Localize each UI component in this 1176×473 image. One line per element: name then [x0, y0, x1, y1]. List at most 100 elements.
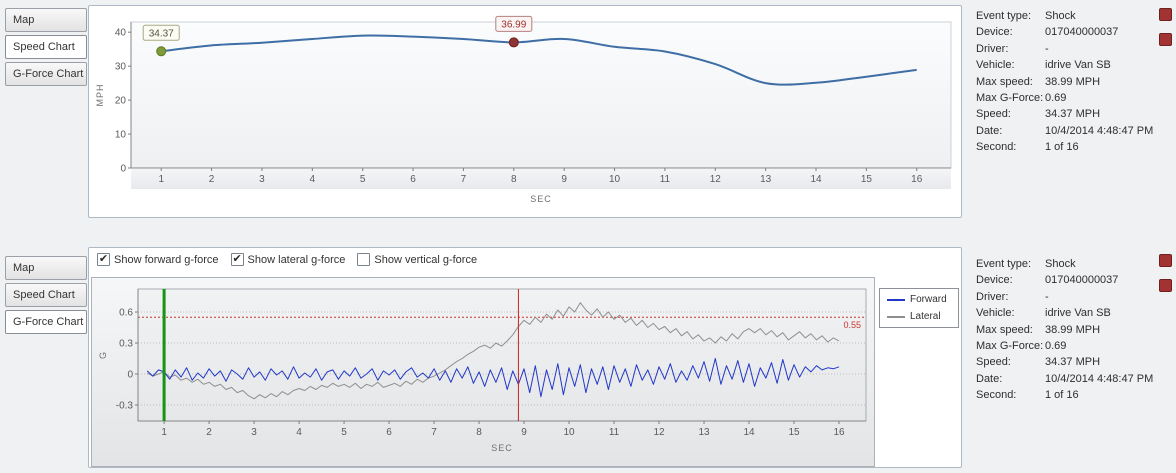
x-tick-label: 2: [206, 427, 212, 438]
legend-line-swatch: [887, 298, 905, 301]
y-tick-label: 0: [120, 164, 126, 175]
detail-row: Vehicle: idrive Van SB: [976, 305, 1160, 321]
series-lateral: [146, 302, 840, 400]
x-tick-label: 7: [431, 427, 437, 438]
y-tick-label: 0.6: [119, 308, 133, 319]
event-details-top: Event type: Shock Device: 017040000037 Drive…: [976, 8, 1160, 156]
detail-label: Vehicle:: [976, 307, 1015, 320]
gforce-chart-container: Show forward g-force Show lateral g-force…: [88, 247, 962, 468]
chart-legend: Forward Lateral: [879, 288, 959, 328]
y-axis-title: G: [98, 351, 108, 359]
plot-area: [130, 21, 952, 169]
x-tick-label: 7: [461, 174, 467, 185]
start-marker[interactable]: [156, 46, 167, 57]
x-tick-label: 11: [660, 174, 671, 185]
event-details-bottom: Event type: Shock Device: 017040000037 Drive…: [976, 256, 1160, 404]
detail-value: 34.37 MPH: [1045, 356, 1101, 369]
tab-map[interactable]: Map: [5, 256, 87, 280]
x-axis-title: SEC: [530, 194, 552, 204]
x-tick-label: 5: [341, 427, 347, 438]
x-tick-label: 14: [810, 174, 822, 185]
detail-row: Event type: Shock: [976, 8, 1160, 24]
x-tick-label: 1: [158, 174, 164, 185]
detail-label: Speed:: [976, 108, 1011, 121]
x-tick-label: 4: [310, 174, 316, 185]
event-indicator-icon[interactable]: [1159, 254, 1172, 267]
detail-row: Max speed: 38.99 MPH: [976, 74, 1160, 90]
x-tick-label: 9: [521, 427, 527, 438]
checkbox-label: Show lateral g-force: [247, 253, 346, 266]
gforce-chart-svg[interactable]: 0.55-0.300.30.61 2 3 4 5 6 7 8 9 10 11 12 13 14 15 16SE…: [91, 277, 875, 467]
shock-event-marker[interactable]: [508, 37, 519, 48]
detail-row: Vehicle: idrive Van SB: [976, 57, 1160, 73]
checkbox-show-forward-g-force[interactable]: Show forward g-force: [97, 253, 219, 266]
y-tick-label: 0.3: [119, 339, 133, 350]
x-tick-label: 13: [698, 427, 710, 438]
detail-value: -: [1045, 290, 1049, 303]
x-tick-label: 3: [259, 174, 265, 185]
detail-label: Date:: [976, 372, 1003, 385]
checkbox-show-vertical-g-force[interactable]: Show vertical g-force: [357, 253, 477, 266]
detail-label: Driver:: [976, 290, 1009, 303]
checkbox-box[interactable]: [357, 253, 371, 266]
gforce-display-options: Show forward g-force Show lateral g-force…: [97, 253, 477, 266]
x-tick-label: 6: [386, 427, 392, 438]
x-axis-strip: [131, 169, 951, 189]
tab-speed-chart[interactable]: Speed Chart: [5, 35, 87, 59]
detail-value: idrive Van SB: [1045, 307, 1111, 320]
x-tick-label: 12: [653, 427, 665, 438]
detail-label: Speed:: [976, 356, 1011, 369]
detail-value: 38.99 MPH: [1045, 323, 1101, 336]
detail-label: Event type:: [976, 258, 1032, 270]
x-tick-label: 6: [410, 174, 416, 185]
x-tick-label: 9: [561, 174, 567, 185]
marker-label: 36.99: [501, 19, 526, 30]
detail-label: Max speed:: [976, 75, 1033, 88]
plot-area: [137, 288, 867, 422]
detail-value: 017040000037: [1045, 26, 1119, 39]
legend-line-swatch: [887, 315, 905, 318]
detail-value: 10/4/2014 4:48:47 PM: [1045, 124, 1154, 137]
checkbox-label: Show vertical g-force: [374, 253, 478, 266]
y-tick-label: 30: [115, 62, 127, 73]
detail-row: Device: 017040000037: [976, 24, 1160, 40]
detail-value: 1 of 16: [1045, 389, 1079, 402]
x-tick-label: 15: [861, 174, 873, 185]
detail-row: Second: 1 of 16: [976, 387, 1160, 403]
detail-value: idrive Van SB: [1045, 59, 1111, 72]
marker-label-box: [142, 24, 180, 41]
x-tick-label: 8: [476, 427, 482, 438]
detail-value: Shock: [1045, 10, 1076, 22]
detail-value: 017040000037: [1045, 274, 1119, 287]
event-indicator-icon[interactable]: [1159, 279, 1172, 292]
detail-row: Driver: -: [976, 41, 1160, 57]
y-tick-label: 40: [115, 28, 127, 39]
detail-label: Driver:: [976, 42, 1009, 55]
detail-row: Speed: 34.37 MPH: [976, 354, 1160, 370]
checkbox-show-lateral-g-force[interactable]: Show lateral g-force: [230, 253, 346, 266]
threshold-label: 0.55: [843, 320, 861, 330]
tab-map[interactable]: Map: [5, 8, 87, 32]
legend-item: Forward: [887, 294, 951, 305]
event-indicator-icon[interactable]: [1159, 33, 1172, 46]
legend-label: Lateral: [910, 311, 941, 322]
series-forward: [146, 358, 840, 398]
y-tick-label: 0: [127, 370, 133, 381]
detail-row: Speed: 34.37 MPH: [976, 106, 1160, 122]
y-tick-label: 10: [115, 130, 127, 141]
tab-g-force-chart[interactable]: G-Force Chart: [5, 62, 87, 86]
tab-speed-chart[interactable]: Speed Chart: [5, 283, 87, 307]
detail-row: Driver: -: [976, 289, 1160, 305]
checkbox-box[interactable]: [97, 253, 110, 266]
x-tick-label: 14: [743, 427, 755, 438]
x-tick-label: 16: [911, 174, 923, 185]
y-axis-title: MPH: [95, 84, 105, 107]
tab-g-force-chart[interactable]: G-Force Chart: [5, 310, 87, 334]
detail-value: Shock: [1045, 258, 1076, 270]
event-indicator-icon[interactable]: [1159, 8, 1172, 21]
checkbox-box[interactable]: [230, 253, 244, 266]
detail-row: Date: 10/4/2014 4:48:47 PM: [976, 371, 1160, 387]
detail-value: -: [1045, 42, 1049, 55]
